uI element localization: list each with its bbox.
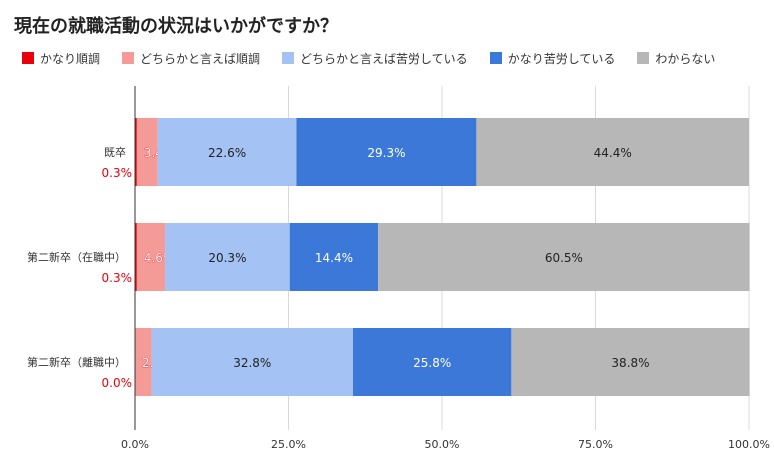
- bar-segment: [352, 328, 512, 396]
- legend-item: どちらかと言えば順調: [122, 50, 260, 67]
- data-label: 38.8%: [611, 356, 649, 370]
- bar-segment: [135, 328, 152, 396]
- data-label: 14.4%: [315, 251, 353, 265]
- bar-segment: [165, 223, 290, 291]
- legend-item: かなり苦労している: [489, 50, 616, 67]
- legend-swatch: [637, 52, 650, 64]
- legend-label: かなり順調: [40, 51, 101, 66]
- category-label: 既卒: [104, 145, 126, 159]
- data-label: 22.6%: [208, 146, 246, 160]
- data-label: 25.8%: [413, 356, 451, 370]
- data-label: 0.0%: [102, 376, 133, 390]
- legend-item: わからない: [637, 50, 715, 67]
- legend-swatch: [122, 52, 135, 64]
- data-label: 32.8%: [233, 356, 271, 370]
- data-label: 0.3%: [102, 166, 133, 180]
- bar-segment: [511, 328, 750, 396]
- legend-label: どちらかと言えば順調: [140, 51, 261, 66]
- bar-segment: [136, 223, 166, 291]
- x-tick-label: 100.0%: [728, 438, 770, 451]
- bar-segment: [136, 118, 158, 186]
- chart-title: 現在の就職活動の状況はいかがですか？: [14, 16, 338, 37]
- bar-segment: [476, 118, 749, 186]
- data-label: 0.3%: [102, 271, 133, 285]
- bar-segment: [157, 118, 297, 186]
- bar-segment: [378, 223, 750, 291]
- legend: かなり順調 どちらかと言えば順調 どちらかと言えば苦労している かなり苦労している わか…: [22, 49, 737, 67]
- legend-swatch: [489, 52, 502, 64]
- x-tick-label: 0.0%: [121, 438, 149, 451]
- legend-swatch: [22, 52, 34, 64]
- x-tick-label: 75.0%: [578, 438, 613, 451]
- category-label: 第二新卒（在職中）: [27, 250, 126, 264]
- legend-item: どちらかと言えば苦労している: [282, 50, 468, 67]
- legend-label: どちらかと言えば苦労している: [300, 51, 468, 66]
- data-label: 20.3%: [208, 251, 246, 265]
- data-label: 60.5%: [545, 251, 583, 265]
- legend-item: かなり順調: [22, 50, 100, 67]
- bar-segment: [151, 328, 353, 396]
- data-label: 29.3%: [367, 146, 405, 160]
- bar-segment: [135, 223, 137, 291]
- x-tick-label: 50.0%: [425, 438, 460, 451]
- data-label: 44.4%: [594, 146, 632, 160]
- x-tick-label: 25.0%: [271, 438, 306, 451]
- legend-label: わからない: [655, 51, 716, 66]
- legend-swatch: [282, 52, 295, 64]
- bar-segment: [289, 223, 379, 291]
- legend-label: かなり苦労している: [507, 51, 616, 66]
- bar-segment: [296, 118, 477, 186]
- bar-segment: [135, 118, 137, 186]
- category-label: 第二新卒（離職中）: [27, 355, 126, 369]
